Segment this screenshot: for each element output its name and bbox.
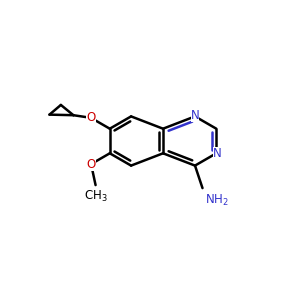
Text: N: N — [190, 109, 200, 122]
Text: N: N — [213, 147, 222, 160]
Text: O: O — [86, 158, 96, 171]
Text: O: O — [86, 111, 96, 124]
Text: NH$_2$: NH$_2$ — [205, 193, 229, 208]
Text: CH$_3$: CH$_3$ — [84, 189, 107, 204]
